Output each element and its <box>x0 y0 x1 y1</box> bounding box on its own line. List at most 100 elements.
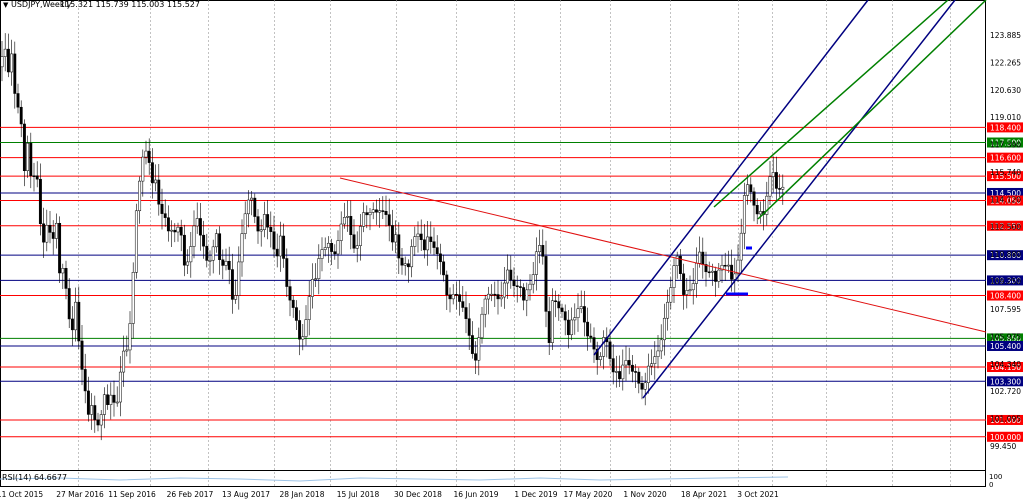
candle-body <box>643 382 647 390</box>
candle-body <box>515 285 519 287</box>
candle-body <box>467 318 471 336</box>
candle-body <box>432 241 436 248</box>
candle-body <box>182 234 186 266</box>
candle-body <box>531 274 535 285</box>
candle-body <box>336 240 340 255</box>
candle-body <box>106 394 110 405</box>
rsi-line <box>0 476 789 482</box>
price-level-label: 108.400 <box>990 292 1021 301</box>
price-level-label: 100.000 <box>990 433 1021 442</box>
candle-body <box>166 217 170 232</box>
candle-body <box>426 236 430 251</box>
candle-body <box>3 48 7 57</box>
candle-body <box>358 226 362 246</box>
candle-body <box>618 371 622 380</box>
candle-body <box>387 214 391 226</box>
y-tick-label: 117.390 <box>990 140 1021 149</box>
candle-body <box>650 363 654 367</box>
candle-body <box>710 270 714 273</box>
candle-body <box>598 356 602 360</box>
price-level-tag <box>987 152 1023 163</box>
candle-body <box>275 248 279 257</box>
candle-body <box>26 142 30 171</box>
y-tick-label: 109.250 <box>990 277 1021 286</box>
candle-body <box>560 307 564 312</box>
candle-body <box>464 307 468 319</box>
candle-body <box>150 162 154 184</box>
candle-body <box>704 264 708 273</box>
candle-body <box>240 233 244 263</box>
chart-arrow-icon: ▼ <box>3 1 9 9</box>
candle-body <box>218 233 222 261</box>
candle-body <box>534 251 538 275</box>
plot-frame <box>0 0 986 487</box>
candle-body <box>694 263 698 284</box>
candle-body <box>749 184 753 193</box>
candle-body <box>726 264 730 267</box>
candle-body <box>614 371 618 373</box>
rsi-axis-bottom: 0 <box>989 481 993 489</box>
candle-body <box>173 229 177 233</box>
descending-trendline[interactable] <box>339 177 987 333</box>
y-tick-label: 120.630 <box>990 86 1021 95</box>
candle-body <box>234 295 238 300</box>
candle-body <box>195 218 199 227</box>
price-level-label: 103.300 <box>990 377 1021 386</box>
candle-body <box>141 156 145 182</box>
candle-body <box>352 234 356 249</box>
green-channel-lower[interactable] <box>757 0 987 220</box>
x-tick-label: 30 Dec 2018 <box>394 490 442 499</box>
candle-body <box>448 294 452 300</box>
candle-body <box>778 188 782 190</box>
y-tick-label: 104.340 <box>990 360 1021 369</box>
channel-lower-line[interactable] <box>642 0 956 399</box>
candle-body <box>413 236 417 247</box>
candle-body <box>589 335 593 338</box>
candle-body <box>115 401 119 404</box>
candle-body <box>259 229 263 232</box>
x-tick-label: 11 Oct 2015 <box>0 490 43 499</box>
trend-lines[interactable] <box>339 0 987 399</box>
candle-body <box>502 282 506 298</box>
candle-body <box>678 255 682 274</box>
candle-body <box>733 273 737 280</box>
candle-body <box>675 255 679 266</box>
channel-upper-line[interactable] <box>593 0 869 356</box>
y-tick-label: 101.095 <box>990 414 1021 423</box>
candle-body <box>243 213 247 234</box>
candle-body <box>144 150 148 158</box>
candle-body <box>634 371 638 373</box>
candle-body <box>154 179 158 184</box>
x-tick-label: 1 Dec 2019 <box>514 490 557 499</box>
candle-body <box>714 270 718 282</box>
candle-body <box>499 296 503 300</box>
candle-body <box>640 383 644 390</box>
candle-body <box>227 260 231 270</box>
candle-body <box>221 259 225 266</box>
price-level-tag <box>987 376 1023 387</box>
candle-body <box>522 287 526 301</box>
candle-body <box>381 210 385 212</box>
candle-body <box>125 349 129 352</box>
candle-body <box>384 211 388 215</box>
candle-body <box>291 299 295 308</box>
candle-body <box>323 247 327 250</box>
candle-body <box>608 341 612 359</box>
candle-body <box>742 195 746 234</box>
candle-body <box>326 242 330 248</box>
candle-body <box>192 225 196 247</box>
candle-body <box>554 300 558 303</box>
candle-body <box>282 235 286 259</box>
candle-body <box>54 222 58 239</box>
candle-body <box>48 224 52 233</box>
candle-body <box>317 258 321 279</box>
candle-body <box>176 226 180 233</box>
candle-body <box>330 242 334 252</box>
x-tick-label: 15 Jul 2018 <box>337 490 380 499</box>
candle-body <box>102 394 106 415</box>
candle-body <box>365 212 369 216</box>
green-channel-upper[interactable] <box>713 0 949 208</box>
candle-body <box>246 199 250 215</box>
candle-body <box>547 311 551 343</box>
